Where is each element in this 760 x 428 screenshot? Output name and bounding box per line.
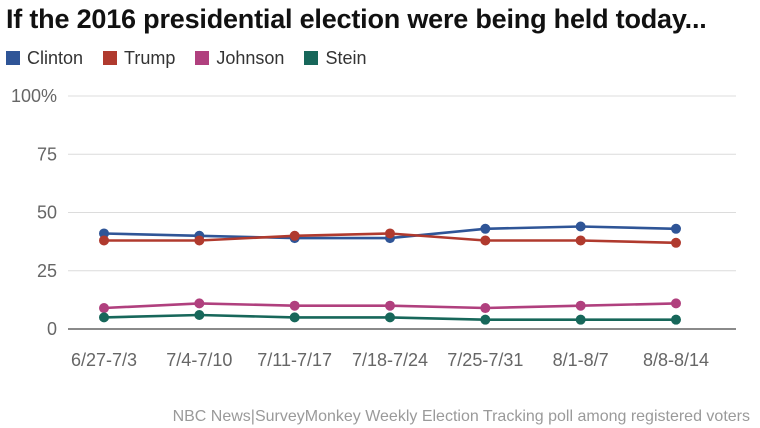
data-point-johnson xyxy=(671,298,681,309)
data-point-clinton xyxy=(99,228,109,239)
x-tick-label: 7/25-7/31 xyxy=(447,350,523,370)
data-point-johnson xyxy=(99,303,109,314)
data-point-clinton xyxy=(480,223,491,234)
data-point-trump xyxy=(385,228,395,239)
legend-swatch-stein xyxy=(304,51,319,65)
legend: Clinton Trump Johnson Stein xyxy=(6,46,386,70)
legend-label-stein: Stein xyxy=(325,47,367,68)
data-point-stein xyxy=(289,312,300,323)
data-point-johnson xyxy=(480,303,491,314)
legend-swatch-clinton xyxy=(6,51,20,65)
gridlines xyxy=(68,95,736,330)
series-points xyxy=(99,221,681,325)
data-point-stein xyxy=(671,314,681,325)
data-point-stein xyxy=(194,310,205,321)
data-point-trump xyxy=(671,237,681,248)
data-point-johnson xyxy=(289,300,300,311)
data-point-trump xyxy=(480,235,491,246)
x-tick-label: 7/11-7/17 xyxy=(257,350,332,370)
legend-label-clinton: Clinton xyxy=(27,47,84,68)
x-tick-label: 7/4-7/10 xyxy=(166,350,232,370)
data-point-johnson xyxy=(194,298,205,309)
chart-title: If the 2016 presidential election were b… xyxy=(6,4,707,34)
data-point-clinton xyxy=(671,223,681,234)
y-tick-label: 25 xyxy=(37,261,57,281)
y-tick-label: 50 xyxy=(37,203,57,223)
x-tick-label: 8/8-8/14 xyxy=(643,350,709,370)
data-point-johnson xyxy=(385,300,395,311)
data-point-trump xyxy=(99,235,109,246)
legend-label-trump: Trump xyxy=(124,47,176,68)
x-tick-label: 8/1-8/7 xyxy=(553,350,609,370)
legend-swatch-johnson xyxy=(195,51,210,65)
y-tick-label: 75 xyxy=(37,144,57,164)
legend-item-trump: Trump xyxy=(103,48,175,69)
x-tick-label: 7/18-7/24 xyxy=(352,350,428,370)
legend-label-johnson: Johnson xyxy=(216,47,285,68)
source-note: NBC News|SurveyMonkey Weekly Election Tr… xyxy=(172,408,750,425)
y-tick-label: 0 xyxy=(47,319,57,339)
data-point-trump xyxy=(194,235,205,246)
y-tick-label: 100% xyxy=(11,86,57,106)
data-point-johnson xyxy=(575,300,586,311)
x-tick-label: 6/27-7/3 xyxy=(71,350,137,370)
data-point-trump xyxy=(289,230,300,241)
legend-item-stein: Stein xyxy=(304,48,366,69)
data-point-clinton xyxy=(575,221,586,232)
data-point-stein xyxy=(575,314,586,325)
y-tick-labels: 0 25 50 75 100% xyxy=(11,86,57,339)
data-point-stein xyxy=(99,312,109,323)
data-point-stein xyxy=(385,312,395,323)
legend-item-clinton: Clinton xyxy=(6,48,83,69)
line-chart: 0 25 50 75 100% 6/27-7/3 7/4-7/10 7/11-7/17 7/1… xyxy=(11,86,736,370)
data-point-stein xyxy=(480,314,491,325)
x-tick-labels: 6/27-7/3 7/4-7/10 7/11-7/17 7/18-7/24 7/25-7… xyxy=(71,350,709,370)
legend-swatch-trump xyxy=(103,51,118,65)
data-point-trump xyxy=(575,235,586,246)
legend-item-johnson: Johnson xyxy=(195,48,284,69)
